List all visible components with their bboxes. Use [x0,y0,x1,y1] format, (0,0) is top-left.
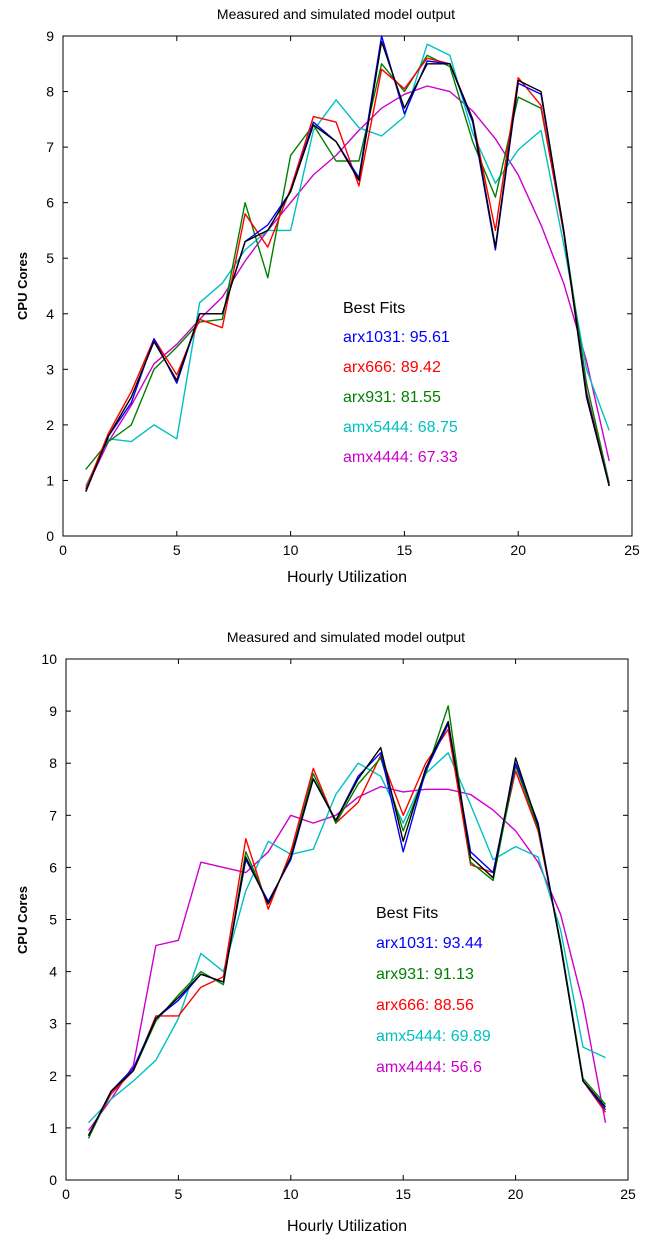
legend-entry: arx931: 91.13 [376,966,474,983]
series-line-amx4444 [87,785,607,1131]
y-ticks: 0 1 2 3 4 5 6 7 8 9 [46,28,632,544]
y-tick-label: 5 [46,250,54,266]
x-tick-label: 25 [620,1186,636,1202]
x-tick-label: 0 [59,542,67,558]
x-axis-label: Hourly Utilization [287,569,407,586]
x-tick-label: 10 [283,542,299,558]
plot-frame [62,35,633,537]
x-tick-label: 25 [624,542,640,558]
y-tick-label: 1 [46,472,54,488]
legend-title: Best Fits [376,905,438,922]
legend-title: Best Fits [343,300,405,317]
y-tick-label: 0 [46,528,54,544]
x-tick-label: 20 [508,1186,524,1202]
series-line-arx931 [87,705,607,1139]
series-lines [85,35,610,492]
legend-entry: amx4444: 67.33 [343,449,458,466]
legend-entry: amx4444: 56.6 [376,1059,482,1076]
x-tick-label: 10 [283,1186,299,1202]
y-tick-label: 8 [49,755,57,771]
chart-top: Measured and simulated model output 0 5 10… [15,6,640,586]
y-tick-label: 2 [46,417,54,433]
y-tick-label: 7 [46,139,54,155]
legend-entry: arx1031: 95.61 [343,329,450,346]
legend-entry: amx5444: 69.89 [376,1028,491,1045]
series-line-measured [87,720,607,1137]
y-tick-label: 5 [49,912,57,928]
chart-title: Measured and simulated model output [217,6,455,22]
legend: Best Fits arx1031: 93.44 arx931: 91.13 arx… [376,905,491,1076]
y-tick-label: 4 [49,964,57,980]
legend-entry: arx666: 88.56 [376,997,474,1014]
plot-frame [65,658,629,1181]
x-ticks: 0 5 10 15 20 25 [62,659,636,1202]
x-axis-label: Hourly Utilization [287,1218,407,1235]
y-tick-label: 10 [41,651,57,667]
x-ticks: 0 5 10 15 20 25 [59,36,640,558]
legend: Best Fits arx1031: 95.61 arx666: 89.42 arx… [343,300,458,466]
legend-entry: arx1031: 93.44 [376,935,483,952]
x-tick-label: 5 [173,542,181,558]
legend-entry: amx5444: 68.75 [343,419,458,436]
y-tick-label: 3 [49,1016,57,1032]
y-tick-label: 2 [49,1068,57,1084]
legend-entry: arx931: 81.55 [343,389,441,406]
y-tick-label: 6 [49,859,57,875]
y-tick-label: 3 [46,361,54,377]
x-tick-label: 0 [62,1186,70,1202]
series-line-amx4444 [85,85,610,490]
y-tick-label: 7 [49,807,57,823]
y-tick-label: 9 [46,28,54,44]
series-lines [87,705,607,1139]
x-tick-label: 15 [397,542,413,558]
x-tick-label: 15 [395,1186,411,1202]
series-line-arx1031 [87,723,607,1137]
y-tick-label: 0 [49,1172,57,1188]
y-tick-label: 9 [49,703,57,719]
y-tick-label: 4 [46,306,54,322]
legend-entry: arx666: 89.42 [343,359,441,376]
series-line-arx666 [87,728,607,1137]
x-tick-label: 5 [175,1186,183,1202]
y-axis-label: CPU Cores [15,252,30,320]
series-line-amx5444 [85,43,610,487]
chart-bottom: Measured and simulated model output 0 5 10… [15,629,636,1235]
chart-title: Measured and simulated model output [227,629,465,645]
y-ticks: 0 1 2 3 4 5 6 7 8 9 10 [41,651,628,1188]
x-tick-label: 20 [510,542,526,558]
y-tick-label: 8 [46,84,54,100]
y-tick-label: 6 [46,195,54,211]
series-line-measured [85,40,610,492]
series-line-amx5444 [87,752,606,1124]
y-axis-label: CPU Cores [15,886,30,954]
y-tick-label: 1 [49,1120,57,1136]
